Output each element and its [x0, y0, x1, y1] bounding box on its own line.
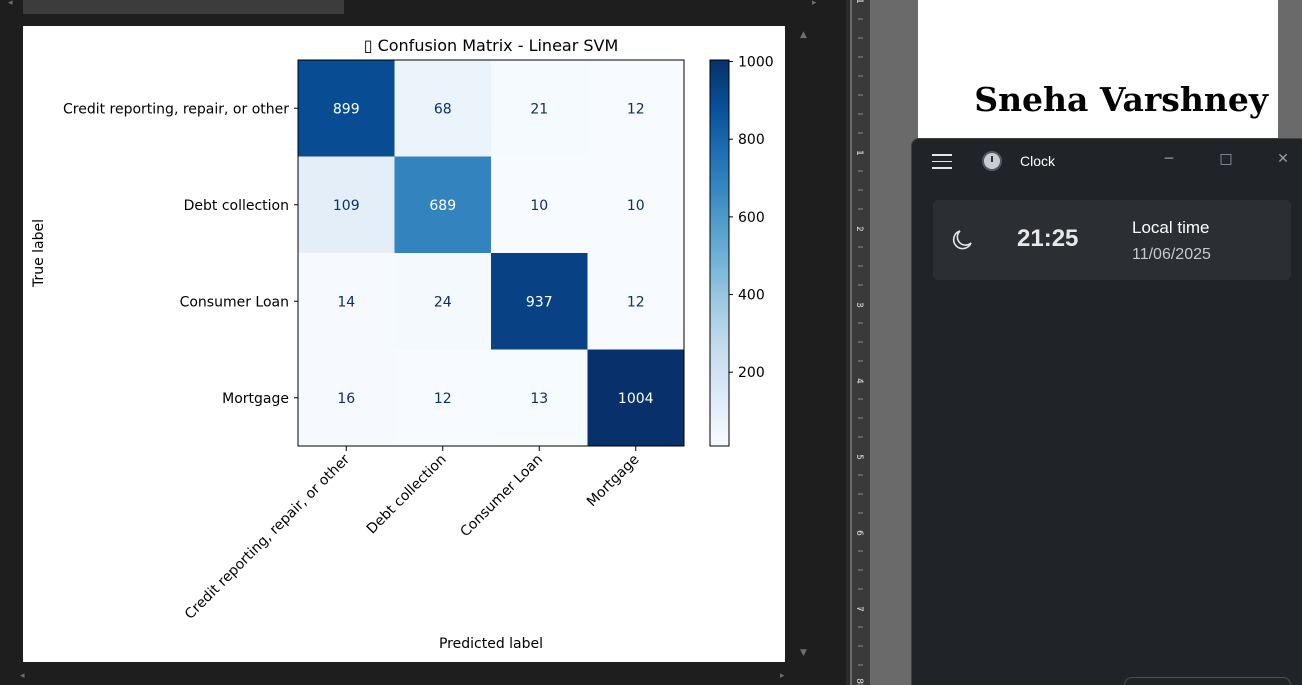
matrix-cell [587, 349, 685, 447]
ruler-number: 1 [853, 0, 864, 4]
clock-app-icon [982, 151, 1002, 171]
matrix-cell [298, 253, 395, 350]
maximize-button[interactable]: □ [1219, 151, 1233, 167]
ruler-number: 7 [853, 606, 864, 612]
colorbar [709, 59, 730, 447]
scroll-right-arrow-icon[interactable]: ▸ [812, 0, 817, 8]
ruler-number: 3 [853, 302, 864, 308]
matrix-cell [394, 349, 492, 447]
y-tick-label: Debt collection [184, 198, 289, 214]
time-date: 11/06/2025 [1132, 246, 1211, 263]
y-tick-label: Consumer Loan [180, 294, 289, 310]
matrix-cell [298, 349, 395, 447]
y-tick-label: Mortgage [222, 391, 289, 407]
ruler-number: 6 [853, 530, 864, 536]
colorbar-tick-label: 200 [738, 365, 765, 381]
cell-value-label: 16 [337, 391, 355, 407]
moon-icon [952, 230, 972, 250]
matrix-cell [491, 156, 588, 254]
cell-value-label: 68 [434, 101, 452, 117]
ruler-number: 2 [853, 226, 864, 232]
ruler-number: 5 [853, 454, 864, 460]
document-author-name: Sneha Varshney [974, 80, 1268, 119]
matrix-cell [394, 60, 492, 157]
bottom-control[interactable] [1124, 677, 1291, 685]
pane-divider[interactable] [846, 0, 850, 685]
matrix-cell [491, 253, 588, 350]
hscroll-right-arrow-icon[interactable]: ▸ [780, 671, 785, 681]
cell-value-label: 109 [333, 198, 360, 214]
document-page[interactable]: Sneha Varshney [918, 0, 1278, 140]
cell-value-label: 12 [434, 391, 452, 407]
matrix-cell [394, 253, 492, 350]
vertical-ruler: 1 1 2 3 4 5 6 7 8 [852, 0, 870, 685]
ruler-ticks [858, 0, 863, 685]
ruler-number: 4 [853, 378, 864, 384]
clock-titlebar[interactable]: Clock ─ □ ✕ [912, 139, 1302, 183]
cell-value-label: 10 [530, 198, 548, 214]
x-tick-label: Debt collection [364, 452, 450, 538]
colorbar-tick-label: 600 [738, 210, 765, 226]
app-title: Clock [1020, 153, 1056, 169]
time-value: 21:25 [1017, 225, 1079, 252]
minimize-button[interactable]: ─ [1164, 151, 1174, 167]
cell-value-label: 689 [429, 198, 456, 214]
cell-value-label: 899 [333, 101, 360, 117]
colorbar-tick-label: 400 [738, 288, 765, 304]
cell-value-label: 1004 [618, 391, 654, 407]
matrix-cell [298, 60, 395, 157]
local-time-card[interactable]: 21:25 Local time 11/06/2025 [933, 200, 1291, 280]
editor-pane: ◂ ▸ ▯ Confusion Matrix - Linear SVM 899 68… [8, 0, 817, 681]
matrix-cell [394, 156, 492, 254]
matrix-frame [297, 59, 685, 447]
confusion-matrix-chart: ▯ Confusion Matrix - Linear SVM 899 68 21 12… [31, 36, 774, 652]
y-tick-label: Credit reporting, repair, or other [63, 101, 289, 117]
cell-value-label: 12 [627, 101, 645, 117]
ruler-number: 1 [853, 150, 864, 156]
colorbar-tick-label: 800 [738, 132, 765, 148]
x-tick-label: Mortgage [584, 452, 643, 511]
cell-value-label: 21 [530, 101, 548, 117]
matrix-cell [491, 60, 588, 157]
y-axis-label: True label [31, 219, 47, 288]
x-axis-label: Predicted label [439, 636, 543, 652]
cell-value-label: 13 [530, 391, 548, 407]
chart-title: ▯ Confusion Matrix - Linear SVM [364, 36, 619, 55]
ruler-number: 8 [853, 678, 864, 684]
scroll-left-arrow-icon[interactable]: ◂ [8, 0, 13, 8]
cell-value-label: 14 [337, 294, 355, 310]
cell-value-label: 937 [526, 294, 553, 310]
matrix-cell [587, 60, 685, 157]
cell-value-label: 10 [627, 198, 645, 214]
scroll-up-arrow-icon[interactable]: ▲ [800, 30, 807, 40]
hamburger-icon[interactable] [932, 154, 952, 169]
editor-tab-strip[interactable] [23, 0, 344, 14]
time-label: Local time [1132, 218, 1210, 237]
colorbar-tick-label: 1000 [738, 55, 774, 71]
cell-value-label: 12 [627, 294, 645, 310]
hscroll-left-arrow-icon[interactable]: ◂ [20, 671, 25, 681]
x-tick-label: Credit reporting, repair, or other [182, 451, 353, 622]
matrix-cell [298, 156, 395, 254]
close-button[interactable]: ✕ [1277, 151, 1289, 167]
x-tick-label: Consumer Loan [457, 452, 546, 541]
plot-output: ▯ Confusion Matrix - Linear SVM 899 68 21 12… [23, 26, 785, 662]
clock-app-window: Clock ─ □ ✕ 21:25 Local time 11/06/2025 [911, 138, 1302, 685]
matrix-cell [587, 156, 685, 254]
scroll-down-arrow-icon[interactable]: ▼ [800, 648, 807, 658]
cell-value-label: 24 [434, 294, 452, 310]
matrix-cell [587, 253, 685, 350]
matrix-cell [491, 349, 588, 447]
